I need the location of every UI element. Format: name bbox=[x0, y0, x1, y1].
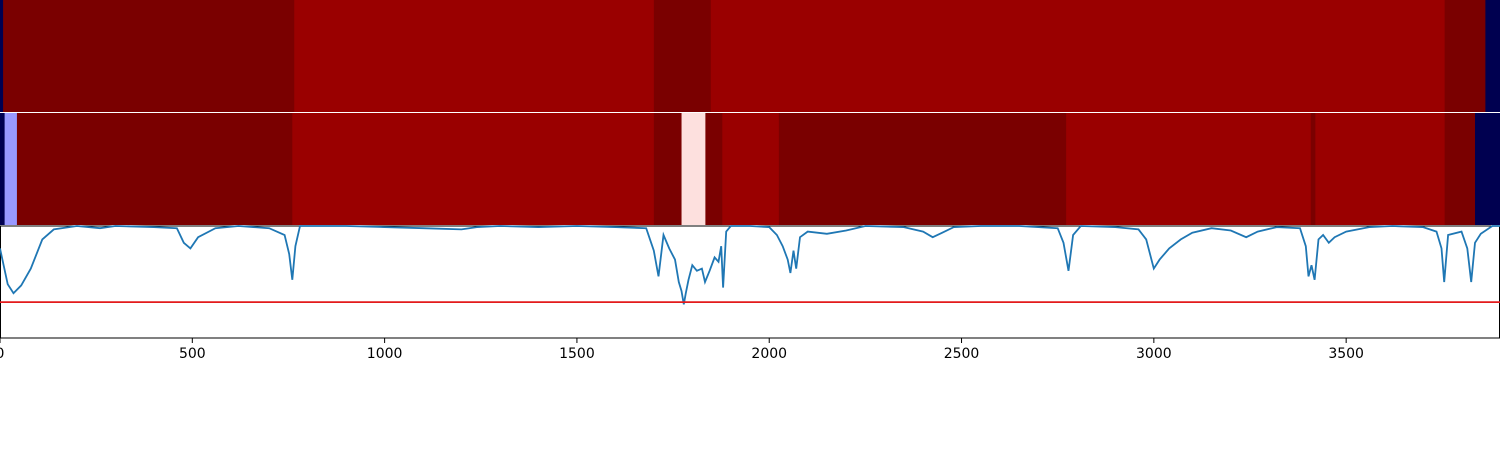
heatmap-cell-1-2 bbox=[16, 113, 293, 225]
heatmap-cell-1-1 bbox=[4, 113, 18, 225]
x-tick-label-4: 2000 bbox=[751, 346, 787, 362]
heatmap-cell-0-0 bbox=[0, 0, 4, 112]
line-panel bbox=[0, 225, 1500, 339]
heatmap-cell-1-10 bbox=[1310, 113, 1316, 225]
heatmap-cell-0-6 bbox=[1485, 0, 1500, 112]
heatmap-cell-0-3 bbox=[653, 0, 712, 112]
heatmap-cell-0-4 bbox=[710, 0, 1446, 112]
x-tick-label-6: 3000 bbox=[1136, 346, 1172, 362]
x-tick-label-7: 3500 bbox=[1328, 346, 1364, 362]
line-panel-frame bbox=[0, 225, 1500, 339]
heatmap-band-middle bbox=[0, 113, 1500, 225]
heatmap-cell-1-13 bbox=[1475, 113, 1500, 225]
heatmap-cell-1-3 bbox=[292, 113, 655, 225]
x-tick-label-5: 2500 bbox=[944, 346, 980, 362]
heatmap-cell-1-7 bbox=[722, 113, 780, 225]
heatmap-cell-1-0 bbox=[0, 113, 6, 225]
x-tick-label-2: 1000 bbox=[367, 346, 403, 362]
x-tick-label-3: 1500 bbox=[559, 346, 595, 362]
heatmap-cell-1-4 bbox=[653, 113, 683, 225]
heatmap-cell-1-6 bbox=[705, 113, 723, 225]
heatmap-cell-1-8 bbox=[778, 113, 1067, 225]
series-line bbox=[0, 225, 1500, 305]
heatmap-cell-1-5 bbox=[681, 113, 706, 225]
heatmap-cell-1-9 bbox=[1066, 113, 1312, 225]
x-axis: 0 500 1000 1500 2000 2500 3000 3500 bbox=[0, 338, 1364, 362]
x-tick-label-0: 0 bbox=[0, 346, 4, 362]
x-tick-label-1: 500 bbox=[179, 346, 206, 362]
heatmap-cell-1-12 bbox=[1444, 113, 1476, 225]
heatmap-band-top bbox=[0, 0, 1500, 112]
heatmap-cell-0-5 bbox=[1444, 0, 1486, 112]
heatmap-cell-0-2 bbox=[294, 0, 655, 112]
heatmap-cell-0-1 bbox=[3, 0, 295, 112]
heatmap-cell-1-11 bbox=[1315, 113, 1446, 225]
